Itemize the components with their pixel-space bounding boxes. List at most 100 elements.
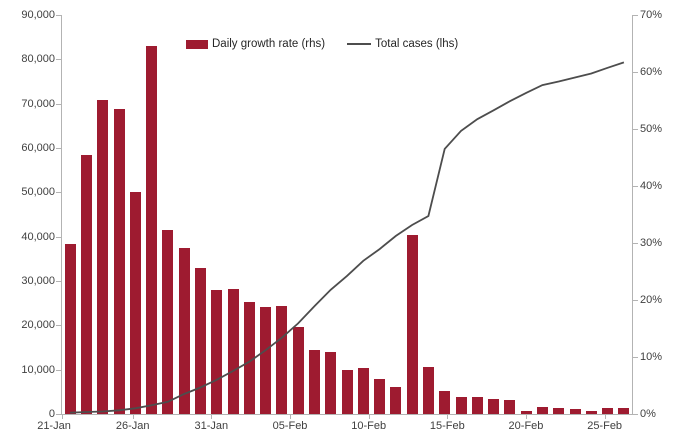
daily-growth-rate-bar — [243, 302, 255, 414]
daily-growth-rate-bar — [602, 408, 614, 414]
daily-growth-rate-bar — [520, 411, 532, 414]
x-axis-line — [61, 414, 633, 415]
left-y-axis-line — [61, 15, 62, 414]
right-axis-tick-label: 20% — [640, 294, 663, 306]
daily-growth-rate-bar — [227, 288, 239, 414]
x-axis-tick-label: 25-Feb — [587, 420, 623, 432]
total-cases-line — [70, 61, 625, 414]
x-axis-tick — [447, 415, 449, 419]
left-axis-tick-label: 20,000 — [21, 319, 55, 332]
x-axis-tick — [604, 415, 606, 419]
left-axis-tick-label: 90,000 — [21, 9, 55, 21]
right-axis-tick-label: 60% — [640, 66, 663, 78]
daily-growth-rate-bar — [569, 408, 581, 414]
daily-growth-rate-bar — [178, 248, 190, 414]
daily-growth-rate-bar — [129, 192, 141, 414]
x-axis-tick-label: 10-Feb — [351, 420, 387, 432]
left-axis-tick-label: 40,000 — [21, 230, 55, 243]
left-axis-tick — [56, 369, 61, 371]
daily-growth-rate-bar — [194, 267, 206, 414]
daily-growth-rate-bar — [553, 407, 565, 414]
left-axis-tick-label: 0 — [48, 408, 55, 420]
daily-growth-rate-bar — [162, 229, 174, 414]
left-axis-tick — [56, 103, 61, 105]
x-axis-tick-label: 05-Feb — [272, 420, 308, 432]
left-axis-tick — [56, 192, 61, 194]
left-axis-tick — [56, 414, 61, 415]
daily-growth-rate-bar — [325, 351, 337, 414]
left-axis-tick-label: 60,000 — [21, 142, 55, 154]
right-axis-tick — [633, 414, 638, 415]
daily-growth-rate-bar — [439, 390, 451, 414]
right-axis-tick — [633, 129, 638, 130]
legend-item-daily-growth-rate: Daily growth rate (rhs) — [186, 38, 325, 50]
left-axis-tick-label: 10,000 — [21, 363, 55, 376]
left-axis-tick — [56, 281, 61, 282]
daily-growth-rate-bar — [374, 379, 386, 414]
plot-area — [56, 15, 638, 419]
daily-growth-rate-bar — [260, 306, 272, 414]
daily-growth-rate-bar — [80, 155, 92, 414]
right-axis-tick-label: 40% — [640, 180, 663, 192]
left-axis-tick-label: 50,000 — [21, 186, 55, 199]
right-axis-tick — [633, 186, 638, 187]
x-axis-tick-label: 15-Feb — [429, 420, 465, 432]
line-series-swatch — [347, 43, 372, 45]
right-axis-tick — [633, 15, 638, 16]
legend-label-total-cases: Total cases (lhs) — [375, 38, 459, 50]
daily-growth-rate-bar — [455, 396, 467, 414]
right-axis-tick-label: 0% — [640, 408, 656, 420]
daily-growth-rate-bar — [113, 109, 125, 414]
x-axis-tick — [368, 415, 370, 419]
right-axis-tick — [633, 357, 638, 358]
left-axis-tick-label: 70,000 — [21, 97, 55, 110]
daily-growth-rate-bar — [618, 407, 630, 414]
daily-growth-rate-bar — [471, 396, 483, 414]
left-axis-tick — [56, 148, 61, 149]
right-axis-tick — [633, 72, 638, 73]
left-axis-tick — [56, 236, 61, 238]
chart-legend: Daily growth rate (rhs) Total cases (lhs… — [186, 38, 458, 50]
right-axis-tick-label: 30% — [640, 237, 663, 249]
left-axis-tick — [56, 59, 61, 61]
daily-growth-rate-bar — [488, 398, 500, 414]
daily-growth-rate-bar — [390, 387, 402, 414]
x-axis-tick-label: 20-Feb — [508, 420, 544, 432]
x-axis-tick — [62, 415, 63, 419]
left-axis-tick — [56, 325, 61, 327]
daily-growth-rate-bar — [422, 366, 434, 414]
right-axis-tick-label: 50% — [640, 123, 663, 135]
right-axis-tick-label: 10% — [640, 351, 663, 363]
daily-growth-rate-bar — [406, 235, 418, 414]
right-axis-tick — [633, 300, 638, 301]
x-axis-tick-label: 31-Jan — [194, 420, 229, 432]
daily-growth-rate-bar — [97, 99, 109, 414]
daily-growth-rate-bar — [146, 46, 158, 414]
daily-growth-rate-bar — [341, 370, 353, 414]
daily-growth-rate-bar — [276, 305, 288, 414]
daily-growth-rate-bar — [308, 350, 320, 414]
daily-growth-rate-bar — [585, 411, 597, 414]
daily-growth-rate-bar — [536, 407, 548, 414]
left-axis-tick-label: 30,000 — [21, 275, 55, 287]
legend-label-daily-growth-rate: Daily growth rate (rhs) — [212, 38, 326, 50]
daily-growth-rate-bar — [292, 327, 304, 414]
left-axis-tick — [56, 15, 61, 16]
legend-item-total-cases: Total cases (lhs) — [347, 38, 458, 50]
x-axis-tick — [211, 415, 213, 419]
total-cases-line-chart — [70, 61, 625, 414]
daily-growth-rate-bar — [211, 290, 223, 414]
right-axis-tick-label: 70% — [640, 9, 663, 21]
x-axis-tick — [132, 415, 134, 419]
daily-growth-rate-bar — [64, 244, 76, 414]
bar-series-swatch — [186, 39, 208, 49]
x-axis-tick — [525, 415, 527, 419]
x-axis-tick — [290, 415, 291, 419]
daily-growth-rate-bar — [357, 368, 369, 414]
right-y-axis-line — [632, 15, 633, 414]
x-axis-tick-label: 26-Jan — [115, 420, 150, 432]
left-axis-tick-label: 80,000 — [21, 53, 55, 66]
daily-growth-rate-bar — [504, 400, 516, 414]
right-axis-tick — [633, 243, 638, 244]
